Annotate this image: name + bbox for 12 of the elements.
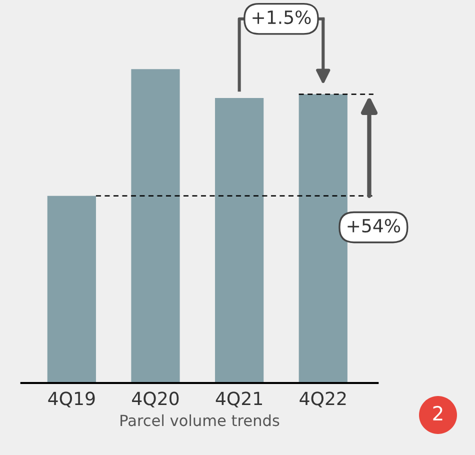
x-tick-label: 4Q20 (132, 392, 179, 408)
bar (131, 69, 180, 383)
annotation: +54% (348, 218, 400, 233)
x-tick-label: 4Q22 (300, 392, 346, 408)
x-tick-label: 4Q21 (216, 392, 262, 408)
x-axis-title: Parcel volume trends (120, 414, 280, 426)
text: +1.5% (252, 10, 311, 24)
bar (47, 196, 96, 383)
x-tick-label: 4Q19 (48, 392, 95, 408)
bar (215, 98, 264, 383)
bar (298, 94, 348, 383)
text: 2 (433, 406, 442, 420)
